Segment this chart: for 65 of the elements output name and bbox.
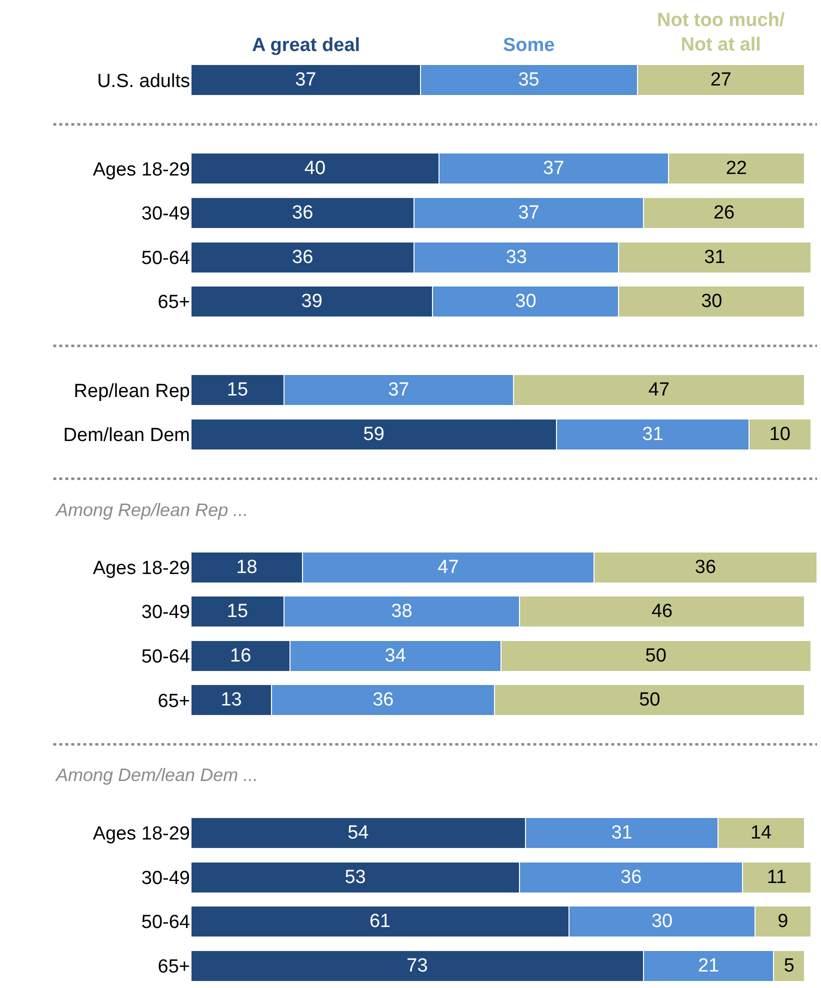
data-label: 37: [388, 380, 410, 401]
data-label: 33: [506, 246, 527, 268]
y-tick-label: Dem/lean Dem: [63, 425, 190, 446]
data-label: 47: [438, 556, 459, 578]
data-label: 26: [713, 202, 735, 224]
data-label: 36: [694, 556, 716, 578]
y-tick-label: Ages 18-29: [92, 824, 190, 845]
y-tick-label: 50-64: [141, 646, 190, 668]
series-label: Some: [503, 35, 555, 56]
data-label: 5: [784, 955, 794, 976]
data-label: 21: [698, 955, 720, 976]
data-label: 40: [304, 158, 326, 180]
data-label: 11: [766, 866, 787, 888]
data-label: 10: [769, 424, 790, 445]
data-label: 73: [406, 955, 428, 976]
y-tick-label: 50-64: [141, 248, 190, 269]
data-label: 30: [651, 911, 673, 932]
data-label: 50: [639, 690, 660, 711]
series-label: A great deal: [252, 35, 360, 56]
data-label: 15: [226, 380, 248, 401]
data-label: 14: [750, 822, 772, 844]
y-tick-label: 30-49: [141, 868, 190, 889]
data-label: 13: [220, 690, 242, 711]
data-label: 50: [645, 645, 666, 666]
data-label: 15: [226, 601, 248, 622]
y-tick-label: Rep/lean Rep: [74, 380, 190, 402]
data-label: 36: [292, 202, 314, 224]
y-tick-label: 30-49: [141, 204, 190, 225]
data-label: 59: [363, 424, 384, 445]
data-label: 37: [295, 70, 316, 91]
data-label: 38: [391, 601, 412, 622]
data-label: 36: [372, 690, 394, 711]
data-label: 30: [701, 291, 722, 312]
data-label: 9: [778, 911, 788, 932]
data-label: 35: [518, 70, 540, 91]
data-label: 36: [292, 246, 314, 268]
data-label: 36: [620, 866, 642, 888]
y-tick-label: 65+: [158, 690, 190, 712]
data-label: 46: [651, 601, 673, 622]
series-label: Not too much/ Not at all: [657, 10, 786, 56]
annotation: Among Dem/lean Dem ...: [55, 765, 258, 785]
data-label: 34: [384, 645, 406, 666]
data-label: 47: [648, 380, 670, 401]
data-label: 37: [518, 202, 540, 224]
y-tick-label: Ages 18-29: [92, 558, 190, 579]
y-tick-label: Ages 18-29: [92, 159, 190, 180]
data-label: 31: [611, 822, 632, 844]
data-label: 30: [515, 291, 536, 312]
data-label: 27: [710, 70, 732, 91]
data-label: 54: [348, 822, 370, 844]
y-tick-label: 65+: [158, 956, 190, 978]
data-label: 22: [726, 158, 747, 180]
y-tick-label: 50-64: [141, 912, 190, 934]
annotation: Among Rep/lean Rep ...: [55, 500, 248, 520]
y-tick-label: 65+: [158, 292, 190, 314]
data-label: 37: [543, 158, 564, 180]
data-label: 31: [704, 246, 726, 268]
data-label: 18: [236, 556, 258, 578]
data-label: 53: [344, 866, 366, 888]
y-tick-label: 30-49: [141, 602, 190, 624]
data-label: 39: [301, 291, 322, 312]
data-label: 61: [369, 911, 391, 932]
y-tick-label: U.S. adults: [97, 70, 190, 92]
data-label: 31: [642, 424, 664, 445]
data-label: 16: [230, 645, 252, 666]
